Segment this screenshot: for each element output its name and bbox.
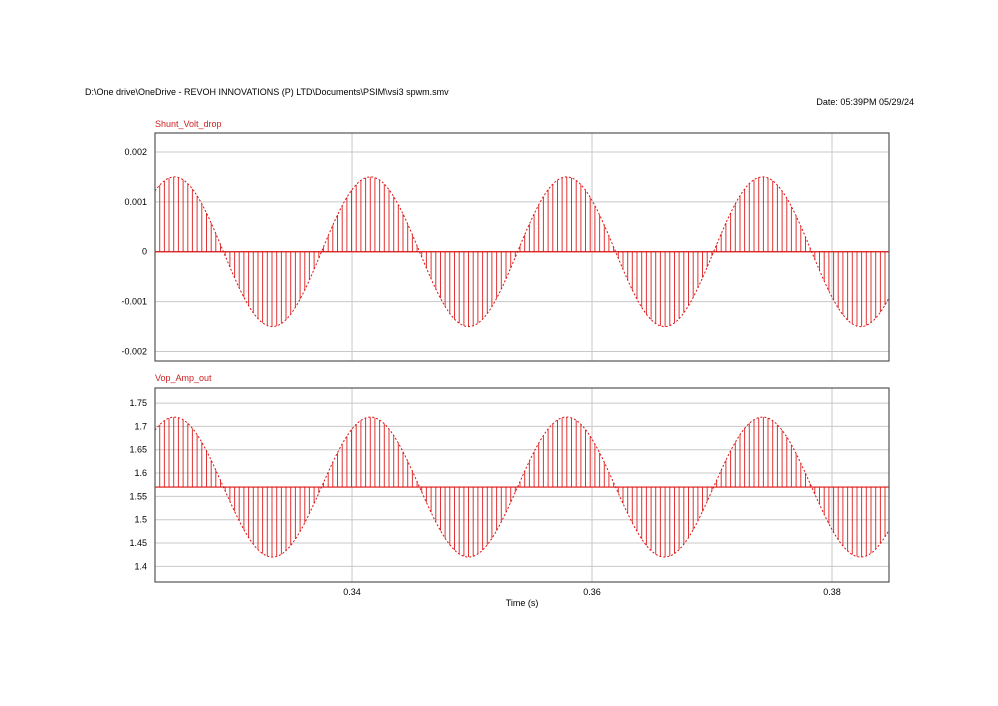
panel-title-vop-amp-out: Vop_Amp_out (155, 373, 212, 383)
waveform-envelope (154, 176, 890, 328)
y-tick-label: -0.002 (121, 347, 147, 357)
plot-panel-shunt-volt-drop: 0.002 0.001 0 -0.001 -0.002 (121, 132, 890, 362)
y-tick-label: 1.5 (134, 515, 147, 525)
y-tick-label: 0.002 (124, 147, 147, 157)
plot-date: Date: 05:39PM 05/29/24 (816, 97, 914, 107)
y-tick-label: 1.75 (129, 398, 147, 408)
y-tick-label: -0.001 (121, 297, 147, 307)
x-tick-label: 0.36 (583, 587, 601, 597)
y-tick-label: 1.4 (134, 561, 147, 571)
x-axis-ticks: 0.34 0.36 0.38 (343, 587, 841, 597)
y-tick-label: 1.65 (129, 445, 147, 455)
y-tick-label: 0.001 (124, 197, 147, 207)
y-tick-label: 1.6 (134, 468, 147, 478)
panel-title-shunt-volt-drop: Shunt_Volt_drop (155, 119, 222, 129)
plot-panel-vop-amp-out: 1.75 1.7 1.65 1.6 1.55 1.5 1.45 1.4 (129, 387, 890, 583)
file-path: D:\One drive\OneDrive - REVOH INNOVATION… (85, 87, 449, 97)
y-tick-label: 0 (142, 247, 147, 257)
plot-frame (154, 387, 890, 583)
x-tick-label: 0.34 (343, 587, 361, 597)
plot-frame (154, 132, 890, 362)
y-tick-label: 1.55 (129, 491, 147, 501)
y-tick-label: 1.7 (134, 421, 147, 431)
x-tick-label: 0.38 (823, 587, 841, 597)
x-axis-label: Time (s) (505, 598, 539, 608)
y-tick-label: 1.45 (129, 538, 147, 548)
